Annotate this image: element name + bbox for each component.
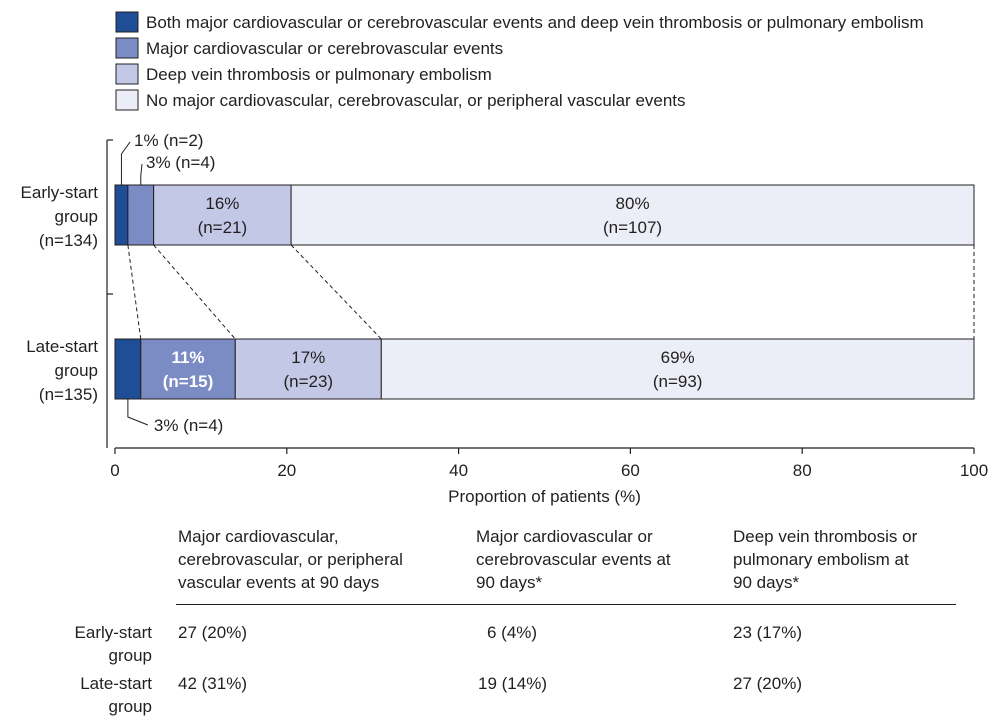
header-line: cerebrovascular, or peripheral	[178, 550, 403, 569]
data-label: 11%	[171, 348, 204, 367]
data-label: 17%	[291, 348, 325, 367]
header-line: Major cardiovascular or	[476, 527, 653, 546]
x-tick-label: 0	[110, 461, 119, 480]
x-tick-label: 60	[621, 461, 640, 480]
bar-segment	[153, 184, 292, 246]
x-tick-label: 100	[960, 461, 988, 480]
data-label: 69%	[661, 348, 695, 367]
category-label: (n=135)	[39, 385, 98, 404]
data-label: (n=93)	[653, 372, 703, 391]
table-header-rule	[176, 604, 956, 605]
category-label: group	[55, 207, 98, 226]
header-line: Major cardiovascular,	[178, 527, 339, 546]
legend-label: Major cardiovascular or cerebrovascular …	[146, 39, 503, 58]
data-label: (n=21)	[198, 218, 248, 237]
data-label: 16%	[205, 194, 239, 213]
data-label: 3% (n=4)	[146, 153, 215, 172]
table-cell: 6 (4%)	[487, 623, 538, 642]
connector-line	[153, 244, 236, 340]
callout-leader	[127, 399, 149, 426]
legend-swatch	[115, 11, 139, 33]
legend-label: Deep vein thrombosis or pulmonary emboli…	[146, 65, 492, 84]
category-label: group	[55, 361, 98, 380]
x-axis-title: Proportion of patients (%)	[448, 487, 641, 506]
table-header-col-1: Major cardiovascular, cerebrovascular, o…	[178, 525, 448, 594]
bar-segment	[127, 184, 155, 246]
stacked-bar-chart: Both major cardiovascular or cerebrovasc…	[21, 11, 988, 506]
table-cell: 42 (31%)	[178, 674, 247, 693]
bar-segment	[114, 338, 142, 400]
table-cell: 23 (17%)	[733, 623, 802, 642]
legend-label: Both major cardiovascular or cerebrovasc…	[146, 13, 924, 32]
header-line: Deep vein thrombosis or	[733, 527, 918, 546]
bar-segment	[234, 338, 382, 400]
connector-line	[127, 244, 142, 340]
data-label: (n=23)	[283, 372, 333, 391]
bar-segment	[290, 184, 975, 246]
data-label: (n=107)	[603, 218, 662, 237]
table-cell: 27 (20%)	[733, 674, 802, 693]
row-label-line: Early-start	[74, 623, 152, 642]
row-label-line: group	[108, 697, 152, 716]
table-row-label-early: Early-start group	[12, 621, 152, 667]
table-header-col-3: Deep vein thrombosis or pulmonary emboli…	[733, 525, 963, 594]
legend-swatch	[115, 37, 139, 59]
header-line: cerebrovascular events at	[476, 550, 671, 569]
callout-leader	[120, 141, 131, 185]
data-label: (n=15)	[163, 372, 214, 391]
table-cell: 19 (14%)	[478, 674, 547, 693]
table-header-col-2: Major cardiovascular or cerebrovascular …	[476, 525, 716, 594]
row-label-line: Late-start	[80, 674, 152, 693]
bar-segment	[114, 184, 129, 246]
bar-segment	[380, 338, 975, 400]
x-tick-label: 80	[793, 461, 812, 480]
header-line: 90 days*	[476, 573, 543, 592]
category-label: Late-start	[26, 337, 98, 356]
table-row-label-late: Late-start group	[12, 672, 152, 718]
data-label: 3% (n=4)	[154, 416, 223, 435]
legend-swatch	[115, 63, 139, 85]
category-label: Early-start	[21, 183, 99, 202]
legend-label: No major cardiovascular, cerebrovascular…	[146, 91, 686, 110]
header-line: 90 days*	[733, 573, 800, 592]
header-line: pulmonary embolism at	[733, 550, 909, 569]
connector-line	[290, 244, 382, 340]
x-tick-label: 40	[449, 461, 468, 480]
bar-segment	[140, 338, 236, 400]
row-label-line: group	[108, 646, 152, 665]
callout-leader	[140, 163, 143, 185]
x-tick-label: 20	[277, 461, 296, 480]
header-line: vascular events at 90 days	[178, 573, 380, 592]
table-cell: 27 (20%)	[178, 623, 247, 642]
data-label: 1% (n=2)	[134, 131, 203, 150]
legend-swatch	[115, 89, 139, 111]
data-label: 80%	[616, 194, 650, 213]
category-label: (n=134)	[39, 231, 98, 250]
